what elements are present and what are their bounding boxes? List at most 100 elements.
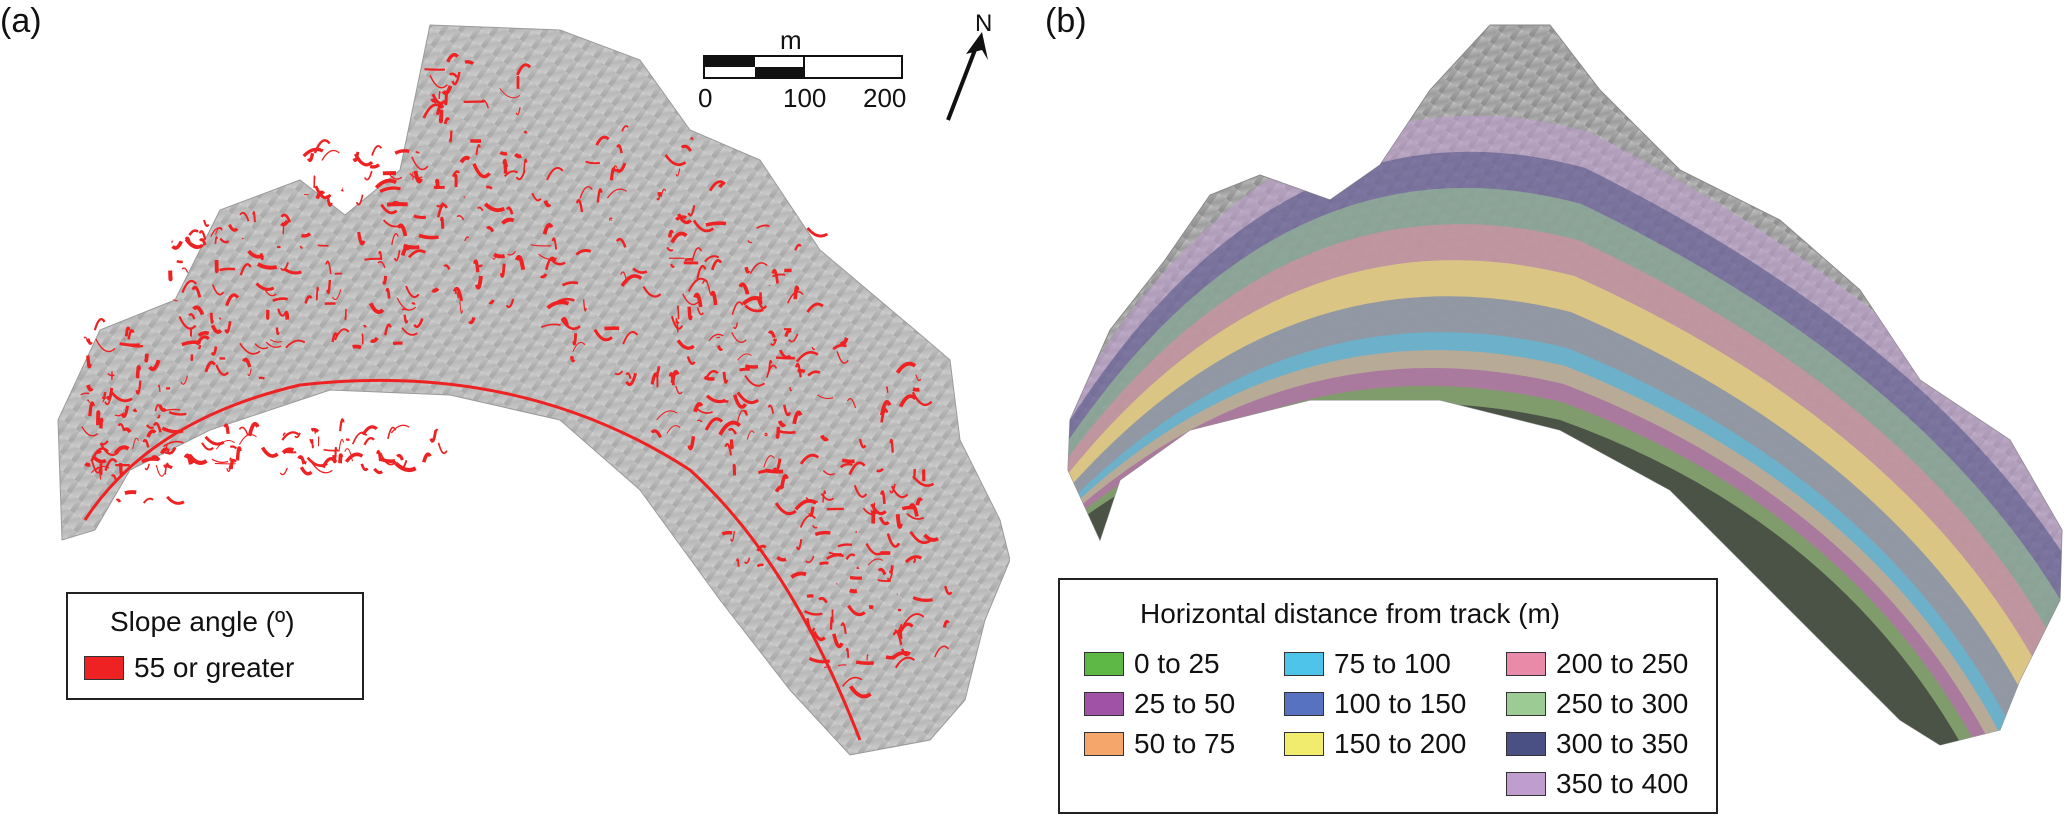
- steep-slope-patch: [615, 237, 627, 248]
- steep-slope-patch: [595, 135, 610, 146]
- north-label: N: [975, 10, 993, 37]
- steep-slope-patch: [247, 249, 265, 259]
- steep-slope-patch: [546, 300, 570, 310]
- steep-slope-patch: [277, 308, 286, 317]
- steep-slope-patch: [898, 627, 903, 640]
- steep-slope-patch: [280, 219, 290, 227]
- steep-slope-patch: [718, 420, 742, 436]
- steep-slope-patch: [880, 490, 886, 505]
- legend-distance-item: 300 to 350: [1506, 728, 1688, 760]
- steep-slope-patch: [546, 166, 564, 181]
- steep-slope-patch: [717, 345, 724, 351]
- steep-slope-patch: [371, 145, 383, 156]
- steep-slope-patch: [477, 206, 484, 212]
- steep-slope-patch: [300, 232, 312, 238]
- steep-slope-patch: [451, 170, 461, 178]
- steep-slope-patch: [311, 439, 315, 449]
- steep-slope-patch: [364, 257, 383, 261]
- steep-slope-patch: [675, 168, 681, 177]
- steep-slope-patch: [622, 331, 639, 345]
- steep-slope-patch: [115, 498, 122, 503]
- steep-slope-patch: [485, 185, 493, 190]
- steep-slope-patch: [686, 356, 696, 365]
- steep-slope-patch: [756, 563, 764, 568]
- steep-slope-patch: [392, 341, 403, 346]
- steep-slope-patch: [757, 469, 774, 475]
- steep-slope-patch: [774, 502, 797, 516]
- steep-slope-patch: [422, 452, 432, 463]
- steep-slope-patch: [135, 380, 142, 395]
- legend-swatch: [1506, 772, 1546, 796]
- steep-slope-patch: [515, 107, 521, 116]
- legend-slope-title: Slope angle (º): [110, 606, 295, 637]
- steep-slope-patch: [436, 202, 445, 208]
- terrain-hillshade-a: [57, 24, 1010, 756]
- steep-slope-patch: [477, 264, 483, 268]
- steep-slope-patch: [117, 422, 126, 432]
- steep-slope-patch: [499, 87, 521, 99]
- steep-slope-patch: [650, 429, 662, 439]
- steep-slope-patch: [86, 384, 94, 392]
- steep-slope-patch: [352, 344, 362, 350]
- legend-item-label: 300 to 350: [1556, 728, 1689, 759]
- steep-slope-patch: [744, 266, 751, 274]
- steep-slope-patch: [934, 645, 950, 658]
- steep-slope-patch: [676, 339, 695, 350]
- steep-slope-patch: [86, 355, 92, 369]
- legend-distance-title: Horizontal distance from track (m): [1140, 598, 1561, 629]
- steep-slope-patch: [431, 287, 440, 293]
- steep-slope-patch: [701, 279, 711, 294]
- legend-distance-item: 50 to 75: [1084, 728, 1235, 760]
- legend-distance-item: 100 to 150: [1284, 688, 1466, 720]
- steep-slope-patch: [224, 321, 232, 334]
- steep-slope-patch: [944, 585, 953, 596]
- steep-slope-patch: [142, 438, 150, 448]
- steep-slope-patch: [846, 398, 857, 409]
- steep-slope-patch: [504, 161, 509, 168]
- steep-slope-patch: [113, 445, 130, 455]
- steep-slope-patch: [912, 596, 933, 602]
- steep-slope-patch: [405, 285, 420, 298]
- steep-slope-patch: [299, 245, 304, 249]
- steep-slope-patch: [777, 420, 787, 428]
- steep-slope-patch: [757, 298, 768, 310]
- steep-slope-patch: [666, 425, 681, 434]
- legend-distance-item: 0 to 25: [1084, 648, 1220, 680]
- steep-slope-patch: [374, 178, 397, 189]
- steep-slope-patch: [127, 329, 135, 340]
- steep-slope-patch: [223, 423, 230, 434]
- steep-slope-patch: [403, 314, 409, 324]
- steep-slope-patch: [400, 460, 408, 469]
- steep-slope-patch: [159, 447, 169, 455]
- steep-slope-patch: [664, 154, 687, 167]
- steep-slope-patch: [314, 185, 332, 200]
- steep-slope-patch: [912, 558, 917, 563]
- steep-slope-patch: [380, 203, 398, 215]
- panel-a-label: (a): [0, 2, 42, 40]
- steep-slope-patch: [677, 213, 692, 225]
- steep-slope-patch: [181, 340, 201, 347]
- steep-slope-patch: [806, 302, 824, 313]
- steep-slope-patch: [380, 457, 396, 464]
- steep-slope-patch: [95, 338, 116, 353]
- steep-slope-patch: [390, 424, 410, 434]
- steep-slope-patch: [942, 619, 950, 628]
- steep-slope-patch: [811, 524, 818, 529]
- steep-slope-patch: [281, 431, 300, 441]
- steep-slope-patch: [819, 561, 829, 566]
- steep-slope-patch: [309, 438, 314, 445]
- steep-slope-patch: [451, 71, 461, 86]
- steep-slope-patch: [334, 446, 338, 458]
- steep-slope-patch: [210, 346, 218, 356]
- steep-slope-patch: [596, 188, 603, 203]
- steep-slope-patch: [746, 430, 755, 440]
- steep-slope-patch: [514, 255, 526, 271]
- steep-slope-patch: [551, 237, 558, 250]
- steep-slope-patch: [704, 255, 720, 263]
- steep-slope-patch: [888, 565, 894, 574]
- steep-slope-patch: [695, 407, 714, 414]
- steep-slope-patch: [188, 229, 199, 236]
- steep-slope-patch: [687, 436, 696, 451]
- legend-swatch: [1084, 732, 1124, 756]
- steep-slope-patch: [848, 685, 872, 699]
